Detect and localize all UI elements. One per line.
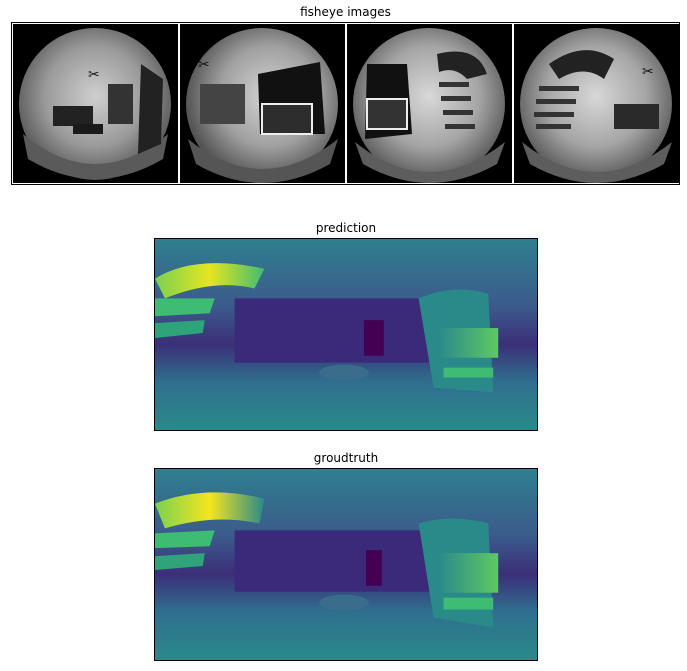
fisheye-title: fisheye images	[300, 5, 391, 19]
svg-text:✂: ✂	[642, 64, 654, 80]
prediction-title: prediction	[315, 221, 377, 235]
fisheye-image-2: ✂	[180, 24, 345, 183]
fisheye-image-1: ✂	[13, 24, 178, 183]
svg-text:✂: ✂	[88, 67, 100, 83]
groundtruth-depth-map	[154, 468, 538, 661]
fisheye-strip: ✂ ✂	[11, 22, 680, 185]
fisheye-image-3	[347, 24, 512, 183]
fisheye-image-4: ✂	[514, 24, 679, 183]
groundtruth-title: groudtruth	[313, 451, 379, 465]
prediction-depth-map	[154, 238, 538, 431]
svg-text:✂: ✂	[198, 57, 210, 73]
